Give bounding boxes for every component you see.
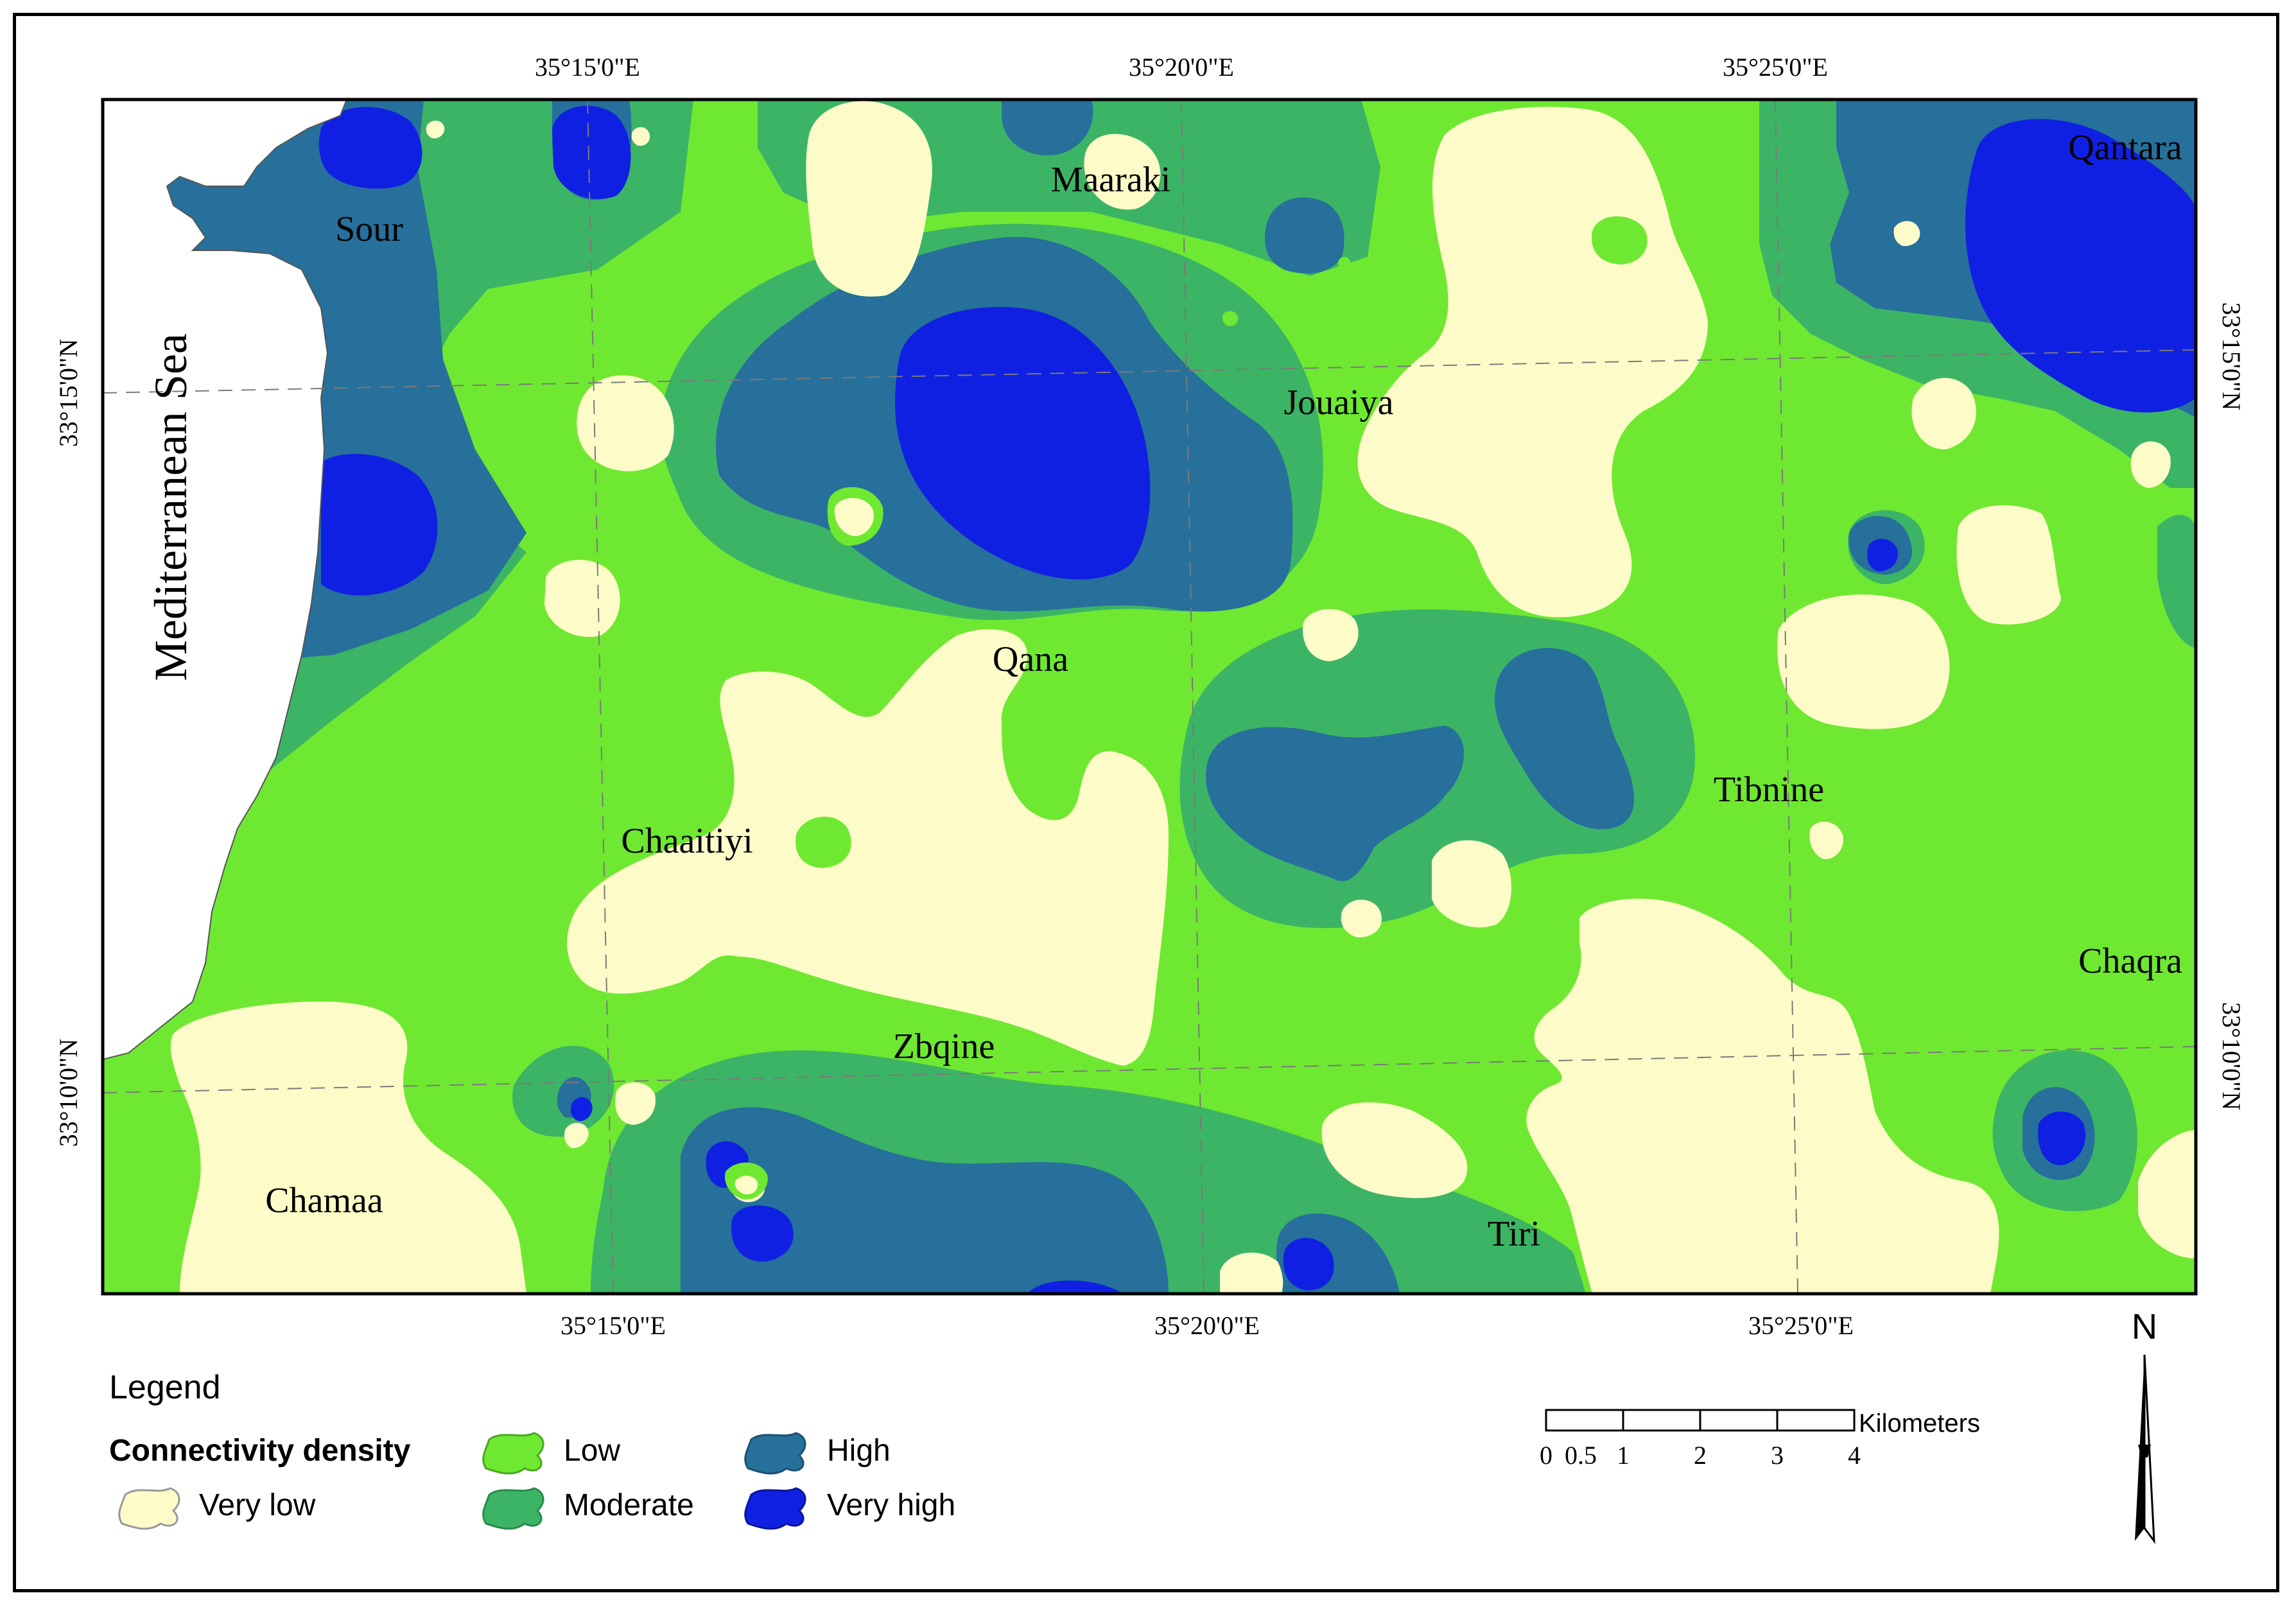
scale-tick: 4	[1848, 1441, 1861, 1470]
place-label-maaraki: Maaraki	[1051, 160, 1171, 200]
place-label-chaaitiyi: Chaaitiyi	[621, 821, 752, 861]
place-label-sour: Sour	[335, 209, 403, 249]
lon-label-top: 35°20'0"E	[1129, 53, 1234, 82]
map-frame	[101, 98, 2198, 1296]
scale-bar-segments	[1545, 1409, 1856, 1432]
scale-tick: 1	[1617, 1441, 1630, 1470]
zones-low-spots	[725, 248, 1352, 1200]
left-latitude-labels: 33°15'0"N 33°10'0"N	[54, 339, 83, 1147]
lat-label-right: 33°10'0"N	[2217, 1002, 2246, 1110]
lat-label-left: 33°15'0"N	[54, 339, 83, 447]
north-arrow: N	[2132, 1306, 2157, 1544]
scale-bar: Kilometers 0 0.5 1 2 3 4	[1540, 1409, 1980, 1470]
place-labels: Sour Maaraki Qantara Jouaiya Qana Tibnin…	[265, 128, 2182, 1254]
lat-label-right: 33°15'0"N	[2217, 302, 2246, 410]
legend-swatch-very-high	[744, 1487, 806, 1530]
scale-bar-ticks: 0 0.5 1 2 3 4	[1540, 1441, 1861, 1470]
scale-tick: 0.5	[1565, 1441, 1597, 1470]
mediterranean-sea	[103, 100, 348, 1061]
place-label-qana: Qana	[993, 639, 1068, 679]
place-label-chamaa: Chamaa	[265, 1181, 383, 1221]
legend-swatch-very-low	[118, 1487, 180, 1530]
lon-label-bottom: 35°20'0"E	[1154, 1311, 1260, 1340]
lon-label-bottom: 35°15'0"E	[561, 1311, 666, 1340]
place-label-tiri: Tiri	[1488, 1214, 1540, 1254]
place-label-zbqine: Zbqine	[893, 1027, 995, 1066]
scale-tick: 2	[1694, 1441, 1707, 1470]
legend-swatch-low	[482, 1432, 544, 1475]
place-label-qantara: Qantara	[2068, 128, 2182, 168]
bottom-longitude-labels: 35°15'0"E 35°20'0"E 35°25'0"E	[561, 1311, 1854, 1340]
lon-label-top: 35°15'0"E	[535, 53, 640, 82]
graticule-lines	[102, 99, 2196, 1294]
north-label: N	[2132, 1306, 2157, 1346]
lat-label-left: 33°10'0"N	[54, 1039, 83, 1147]
connectivity-density-raster	[103, 100, 2196, 1294]
legend-swatch-moderate	[482, 1487, 544, 1530]
legend-title: Legend	[109, 1369, 221, 1406]
right-latitude-labels: 33°15'0"N 33°10'0"N	[2217, 302, 2246, 1110]
legend-swatch-high	[744, 1432, 806, 1475]
figure-border	[13, 13, 2279, 1592]
legend-subtitle: Connectivity density	[109, 1434, 411, 1468]
top-longitude-labels: 35°15'0"E 35°20'0"E 35°25'0"E	[535, 53, 1828, 82]
scale-tick: 0	[1540, 1441, 1552, 1470]
legend: Legend Connectivity density Very low Low…	[109, 1369, 955, 1530]
scale-tick: 3	[1771, 1441, 1784, 1470]
legend-label-moderate: Moderate	[564, 1488, 694, 1522]
legend-label-very-low: Very low	[199, 1488, 316, 1522]
legend-label-very-high: Very high	[827, 1488, 955, 1522]
legend-label-high: High	[827, 1434, 891, 1468]
place-label-chaqra: Chaqra	[2078, 941, 2182, 981]
sea-label: Mediterranean Sea	[145, 333, 196, 681]
lon-label-top: 35°25'0"E	[1723, 53, 1828, 82]
place-label-jouaiya: Jouaiya	[1283, 383, 1393, 422]
place-label-tibnine: Tibnine	[1714, 770, 1824, 810]
lon-label-bottom: 35°25'0"E	[1748, 1311, 1854, 1340]
legend-label-low: Low	[564, 1434, 620, 1468]
zones-very-low	[170, 101, 2196, 1294]
scale-bar-unit: Kilometers	[1859, 1409, 1980, 1438]
north-arrow-icon	[2135, 1354, 2155, 1544]
